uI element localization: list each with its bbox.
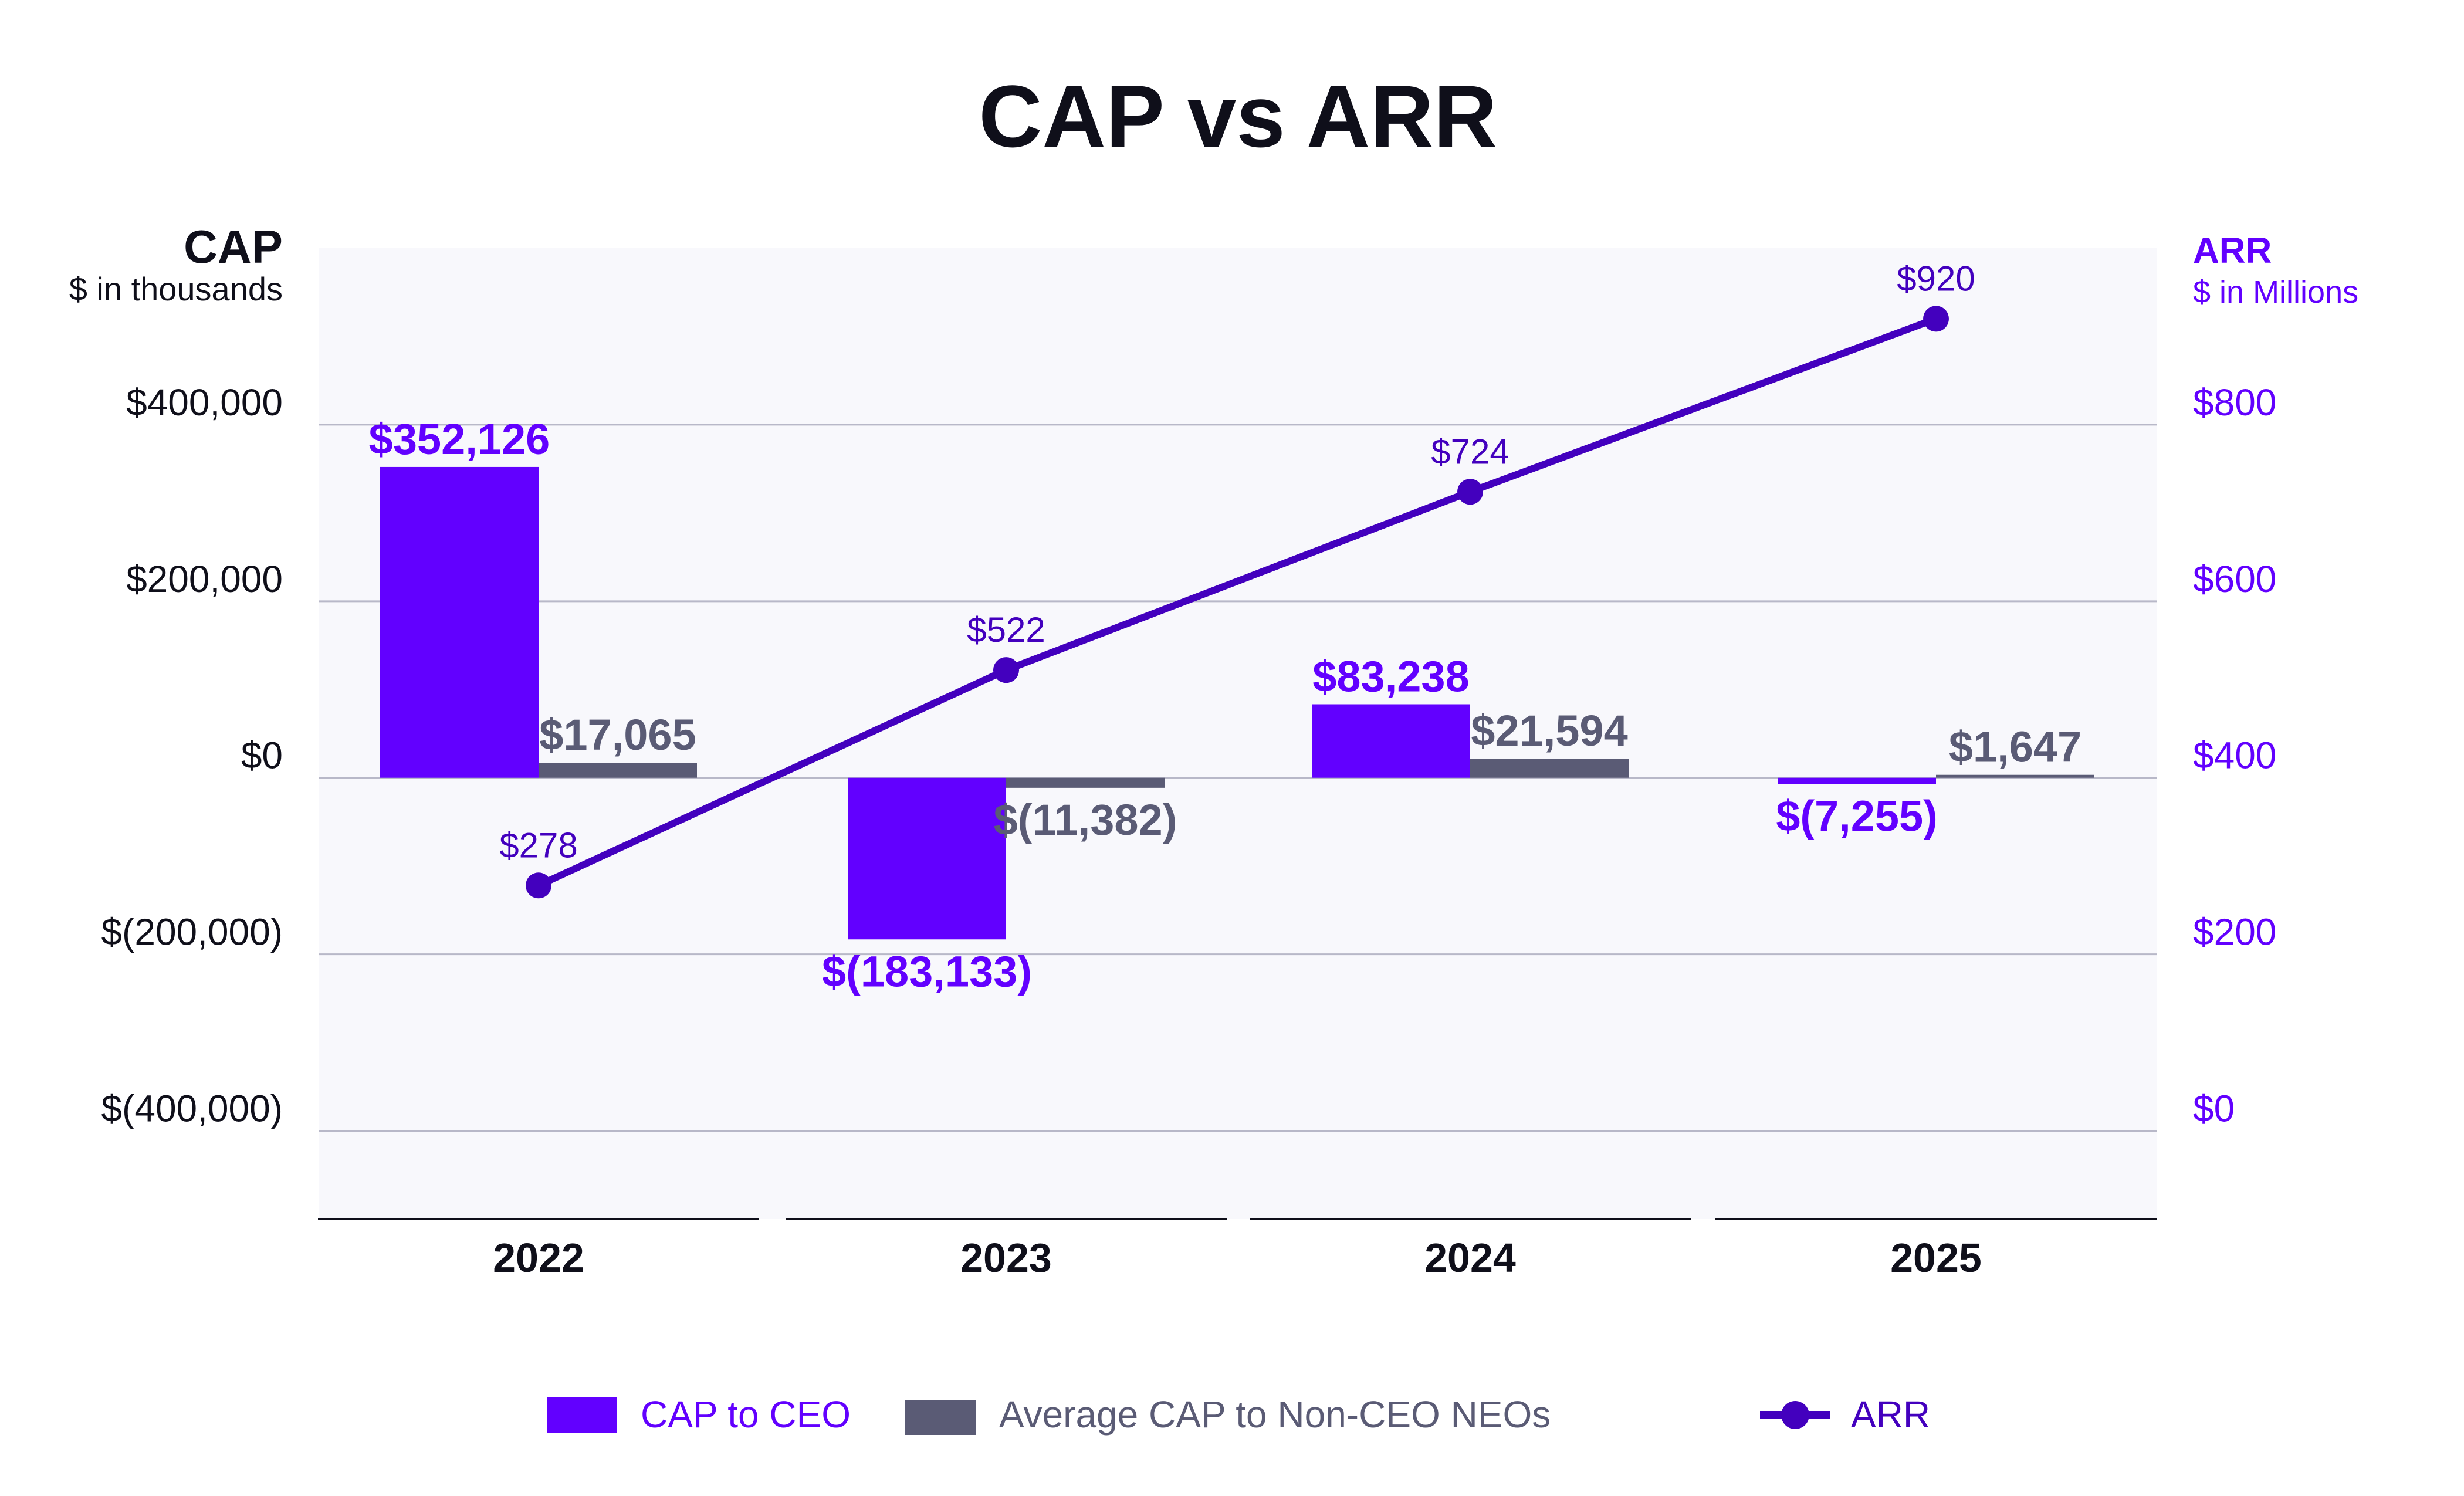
x-tick-label: 2024 — [1424, 1235, 1516, 1281]
left-tick-label: $200,000 — [126, 558, 283, 600]
left-tick-label: $(200,000) — [101, 911, 283, 953]
bar-non-ceo-neos — [1936, 774, 2094, 778]
bar-non-ceo-neos — [539, 763, 697, 778]
chart-title: CAP vs ARR — [979, 67, 1497, 165]
arr-point — [1457, 479, 1483, 505]
right-tick-label: $600 — [2193, 558, 2276, 600]
arr-point — [526, 872, 551, 899]
x-tick-label: 2025 — [1890, 1235, 1982, 1281]
right-axis-unit: $ in Millions — [2193, 275, 2358, 310]
arr-point — [993, 657, 1019, 683]
bar-cap-to-ceo — [1312, 704, 1470, 778]
arr-line — [537, 315, 1938, 889]
left-tick-label: $0 — [241, 735, 283, 777]
left-axis-unit: $ in thousands — [69, 270, 283, 307]
left-tick-label: $(400,000) — [101, 1088, 283, 1130]
legend-label-non-ceo-neos: Average CAP to Non-CEO NEOs — [999, 1393, 1551, 1436]
legend-label-arr: ARR — [1851, 1393, 1930, 1436]
legend-swatch-non-ceo-neos — [905, 1400, 976, 1435]
right-tick-label: $0 — [2193, 1088, 2235, 1130]
arr-point — [1923, 306, 1949, 332]
plot-background — [319, 248, 2157, 1219]
legend: CAP to CEO Average CAP to Non-CEO NEOs A… — [547, 1393, 1930, 1436]
x-tick-label: 2023 — [960, 1235, 1052, 1281]
bar-cap-to-ceo — [848, 777, 1006, 940]
data-label-non-ceo-neos: $17,065 — [539, 710, 696, 759]
bar-cap-to-ceo — [380, 466, 539, 778]
x-tick-label: 2022 — [493, 1235, 584, 1281]
data-label-arr: $724 — [1431, 432, 1509, 471]
data-label-cap-to-ceo: $352,126 — [369, 415, 550, 463]
data-label-cap-to-ceo: $(7,255) — [1776, 792, 1938, 841]
left-tick-label: $400,000 — [126, 381, 283, 424]
bar-non-ceo-neos — [1006, 777, 1165, 788]
bar-non-ceo-neos — [1470, 759, 1629, 778]
legend-label-cap-to-ceo: CAP to CEO — [641, 1393, 851, 1436]
right-tick-label: $200 — [2193, 911, 2276, 953]
data-label-cap-to-ceo: $(183,133) — [822, 947, 1032, 996]
data-label-non-ceo-neos: $1,647 — [1949, 723, 2081, 771]
data-label-arr: $278 — [499, 825, 577, 865]
bar-cap-to-ceo — [1778, 777, 1936, 784]
data-label-non-ceo-neos: $21,594 — [1471, 706, 1628, 755]
legend-marker-arr — [1781, 1401, 1809, 1429]
data-label-arr: $522 — [967, 610, 1045, 649]
right-axis-title: ARR — [2193, 231, 2272, 271]
legend-swatch-cap-to-ceo — [547, 1397, 617, 1433]
right-tick-label: $800 — [2193, 381, 2276, 424]
left-axis-title: CAP — [184, 221, 283, 273]
data-label-cap-to-ceo: $83,238 — [1312, 652, 1470, 700]
right-tick-label: $400 — [2193, 735, 2276, 777]
data-label-arr: $920 — [1897, 259, 1975, 298]
data-label-non-ceo-neos: $(11,382) — [994, 796, 1177, 844]
